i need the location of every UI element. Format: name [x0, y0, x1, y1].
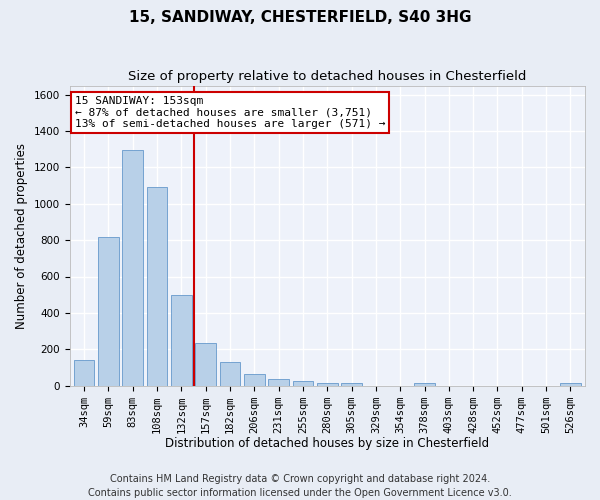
Bar — [317, 383, 338, 386]
Bar — [122, 150, 143, 386]
Bar — [196, 343, 216, 386]
Bar — [244, 374, 265, 386]
Bar — [293, 380, 313, 386]
Y-axis label: Number of detached properties: Number of detached properties — [15, 142, 28, 328]
X-axis label: Distribution of detached houses by size in Chesterfield: Distribution of detached houses by size … — [165, 437, 490, 450]
Bar — [220, 362, 241, 386]
Title: Size of property relative to detached houses in Chesterfield: Size of property relative to detached ho… — [128, 70, 526, 83]
Bar — [74, 360, 94, 386]
Bar — [171, 294, 192, 386]
Text: 15 SANDIWAY: 153sqm
← 87% of detached houses are smaller (3,751)
13% of semi-det: 15 SANDIWAY: 153sqm ← 87% of detached ho… — [74, 96, 385, 130]
Bar — [560, 383, 581, 386]
Text: Contains HM Land Registry data © Crown copyright and database right 2024.
Contai: Contains HM Land Registry data © Crown c… — [88, 474, 512, 498]
Bar — [147, 188, 167, 386]
Text: 15, SANDIWAY, CHESTERFIELD, S40 3HG: 15, SANDIWAY, CHESTERFIELD, S40 3HG — [129, 10, 471, 25]
Bar — [98, 238, 119, 386]
Bar — [341, 383, 362, 386]
Bar — [414, 383, 435, 386]
Bar — [268, 378, 289, 386]
